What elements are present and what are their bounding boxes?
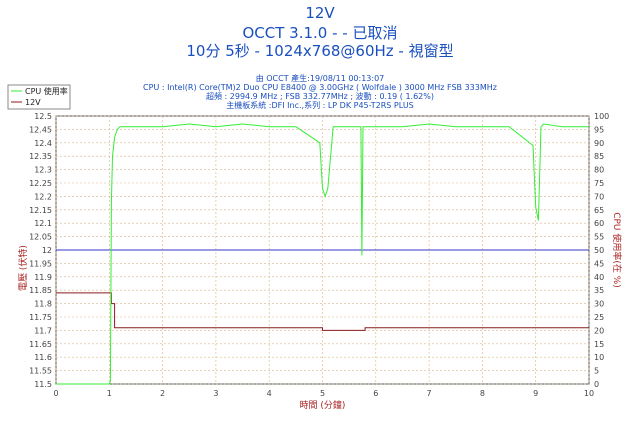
x-tick-label: 0 <box>53 389 58 398</box>
y-right-tick-label: 5 <box>594 367 599 376</box>
y-right-tick-label: 50 <box>594 246 604 255</box>
info-motherboard: 主機板系統 :DFI Inc.,系列 : LP DK P45-T2RS PLUS <box>226 101 414 110</box>
y-right-tick-label: 60 <box>594 219 604 228</box>
x-tick-label: 10 <box>584 389 594 398</box>
y-left-tick-label: 11.65 <box>29 340 52 349</box>
y-left-tick-label: 11.9 <box>34 273 52 282</box>
x-tick-label: 2 <box>160 389 165 398</box>
x-tick-label: 8 <box>480 389 485 398</box>
y-left-axis-label: 電壓 (伏特) <box>17 245 29 291</box>
x-ticks: 0 1 2 3 4 5 6 7 8 9 10 <box>53 389 594 398</box>
series-cpu-line <box>56 123 589 385</box>
x-axis-label: 時間 (分鐘) <box>300 399 346 411</box>
y-right-tick-label: 10 <box>594 353 604 362</box>
y-left-tick-label: 12.05 <box>29 233 52 242</box>
y-right-tick-label: 100 <box>594 112 609 121</box>
y-left-tick-label: 11.7 <box>34 326 52 335</box>
chart-subtitle-run: 10分 5秒 - 1024x768@60Hz - 視窗型 <box>186 42 454 60</box>
y-left-tick-label: 11.8 <box>34 300 52 309</box>
y-left-tick-label: 12.25 <box>29 179 52 188</box>
info-generated: 由 OCCT 產生:19/08/11 00:13:07 <box>255 74 385 83</box>
y-left-tick-label: 11.5 <box>34 380 52 389</box>
x-tick-label: 7 <box>427 389 432 398</box>
y-right-ticks: 0 5 10 15 20 25 30 35 40 45 50 55 60 65 70 75 80 85 90 95 10… <box>594 112 609 389</box>
y-right-tick-label: 85 <box>594 152 604 161</box>
y-left-tick-label: 12.4 <box>34 139 52 148</box>
y-right-tick-label: 90 <box>594 139 604 148</box>
y-right-tick-label: 40 <box>594 273 604 282</box>
y-left-tick-label: 12.5 <box>34 112 52 121</box>
series-12v-line <box>56 292 589 331</box>
chart-title: 12V <box>305 4 335 22</box>
y-left-tick-label: 12.3 <box>34 166 52 175</box>
legend-cpu-label: CPU 使用率 <box>25 86 68 96</box>
x-tick-label: 5 <box>320 389 325 398</box>
y-right-tick-label: 65 <box>594 206 604 215</box>
y-right-tick-label: 15 <box>594 340 604 349</box>
x-tick-label: 6 <box>373 389 378 398</box>
chart-subtitle-app: OCCT 3.1.0 - - 已取消 <box>242 24 398 42</box>
y-left-tick-label: 11.55 <box>29 367 52 376</box>
y-left-ticks: 11.5 11.55 11.6 11.65 11.7 11.75 11.8 11.85 11.9… <box>29 112 52 389</box>
y-right-tick-label: 20 <box>594 326 604 335</box>
legend-box <box>7 84 71 110</box>
y-right-tick-label: 25 <box>594 313 604 322</box>
x-tick-label: 4 <box>267 389 272 398</box>
legend: CPU 使用率 12V <box>7 84 71 110</box>
y-left-tick-label: 12.45 <box>29 125 52 134</box>
y-right-tick-label: 75 <box>594 179 604 188</box>
info-cpu: CPU : Intel(R) Core(TM)2 Duo CPU E8400 @… <box>143 83 497 92</box>
y-left-tick-label: 11.85 <box>29 286 52 295</box>
y-left-tick-label: 11.6 <box>34 353 52 362</box>
info-overclock: 超頻 : 2994.9 MHz ; FSB 332.77MHz ; 波動 : 0… <box>205 92 434 101</box>
y-left-tick-label: 12.1 <box>34 219 52 228</box>
y-left-tick-label: 12 <box>42 246 52 255</box>
y-right-axis-label: CPU 使用率(在 %) <box>611 212 623 288</box>
y-right-tick-label: 55 <box>594 233 604 242</box>
y-left-tick-label: 12.2 <box>34 192 52 201</box>
y-left-tick-label: 11.95 <box>29 259 52 268</box>
y-left-tick-label: 11.75 <box>29 313 52 322</box>
y-right-tick-label: 30 <box>594 300 604 309</box>
y-right-tick-label: 95 <box>594 125 604 134</box>
y-left-tick-label: 12.35 <box>29 152 52 161</box>
y-right-tick-label: 0 <box>594 380 599 389</box>
y-right-tick-label: 80 <box>594 166 604 175</box>
y-left-tick-label: 12.15 <box>29 206 52 215</box>
y-right-tick-label: 45 <box>594 259 604 268</box>
x-tick-label: 1 <box>107 389 112 398</box>
y-right-tick-label: 70 <box>594 192 604 201</box>
legend-12v-label: 12V <box>25 98 41 107</box>
x-tick-label: 3 <box>213 389 218 398</box>
x-tick-label: 9 <box>533 389 538 398</box>
y-right-tick-label: 35 <box>594 286 604 295</box>
